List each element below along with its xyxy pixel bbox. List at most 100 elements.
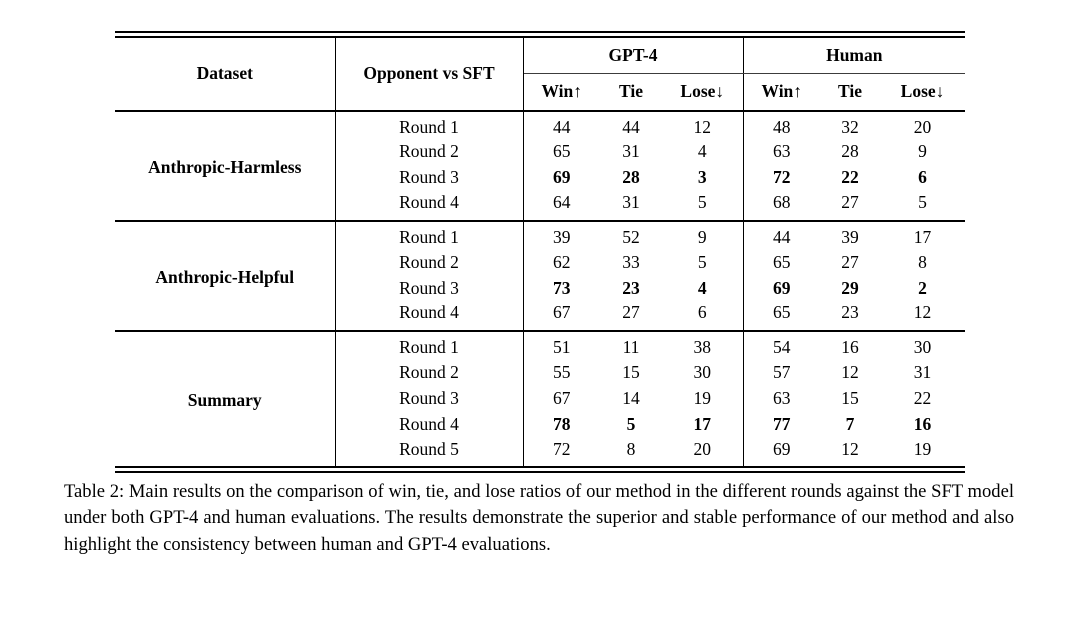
- gpt4-win-value: 67: [553, 302, 571, 323]
- human-win-value: 68: [773, 192, 791, 213]
- round-label: Round 3: [335, 275, 524, 302]
- human-win-value: 57: [773, 361, 791, 382]
- table-section: Summary Round 1 51 11 38 54 16 30 Round 2 55 15 30 5…: [115, 331, 966, 470]
- header-human-lose: Lose↓: [900, 80, 945, 101]
- human-lose-value: 16: [913, 413, 932, 434]
- dataset-label: Anthropic-Helpful: [115, 220, 336, 331]
- human-lose-value: 22: [913, 387, 932, 408]
- header-group-gpt4: GPT-4: [523, 34, 744, 74]
- header-human-win: Win↑: [761, 80, 803, 101]
- table-row: Round 3 69 28 3 72 22 6: [115, 165, 965, 192]
- results-table: Dataset Opponent vs SFT GPT-4 Human Win↑…: [115, 31, 966, 474]
- human-win-value: 69: [773, 277, 791, 298]
- gpt4-lose-value: 17: [662, 411, 744, 438]
- round-label: Round 2: [335, 249, 524, 276]
- table-row: Round 2 65 31 4 63 28 9: [115, 139, 965, 166]
- table-row: Round 3 73 23 4 69 29 2: [115, 275, 965, 302]
- table-section: Anthropic-Harmless Round 1 44 44 12 48 32 20 Rou…: [115, 110, 966, 221]
- gpt4-win-value: 73: [553, 277, 571, 298]
- header-group-row: Dataset Opponent vs SFT GPT-4 Human: [115, 34, 966, 111]
- gpt4-win-value: 39: [553, 226, 571, 247]
- human-tie-value: 28: [841, 141, 859, 162]
- human-win-value: 69: [773, 438, 791, 459]
- header-metric-row: Win↑ Tie Lose↓ Win↑ Tie Lose↓: [115, 73, 965, 111]
- gpt4-win-value: 78: [553, 413, 571, 434]
- human-lose-value: 30: [913, 337, 932, 357]
- gpt4-win-value: 44: [553, 116, 571, 137]
- human-tie-value: 39: [841, 226, 859, 247]
- round-label: Round 3: [335, 385, 524, 412]
- human-lose-value: 17: [913, 226, 932, 247]
- gpt4-lose-value: 5: [662, 191, 744, 221]
- table-row: Round 4 67 27 6 65 23 12: [115, 301, 965, 331]
- human-win-value: 44: [773, 226, 791, 247]
- header-gpt4-lose: Lose↓: [662, 73, 744, 111]
- gpt4-win-value: 62: [553, 251, 571, 272]
- gpt4-lose-value: 9: [662, 220, 744, 250]
- table-row: Round 5 72 8 20 69 12 19: [115, 437, 965, 470]
- gpt4-tie-value: 31: [622, 192, 640, 213]
- human-tie-value: 12: [841, 361, 859, 382]
- human-tie-value: 29: [841, 277, 859, 298]
- header-gpt4-tie: Tie: [619, 80, 643, 101]
- gpt4-tie-value: 28: [622, 167, 640, 188]
- table-section: Anthropic-Helpful Round 1 39 52 9 44 39 17 Round…: [115, 220, 966, 331]
- gpt4-win-value: 55: [553, 361, 571, 382]
- gpt4-tie-value: 14: [622, 387, 640, 408]
- human-tie-value: 27: [841, 251, 859, 272]
- round-label: Round 1: [335, 220, 524, 250]
- table-row: Round 4 78 5 17 77 7 16: [115, 411, 965, 438]
- human-tie-value: 32: [841, 116, 859, 137]
- human-win-value: 63: [773, 141, 791, 162]
- table-row: Anthropic-Harmless Round 1 44 44 12 48 32 20: [115, 110, 965, 221]
- round-label: Round 5: [335, 437, 524, 470]
- dataset-label: Summary: [115, 331, 336, 470]
- table-row: Anthropic-Helpful Round 1 39 52 9 44 39 17: [115, 220, 965, 331]
- header-group-human: Human: [743, 34, 966, 74]
- human-win-value: 65: [773, 251, 791, 272]
- round-label: Round 3: [335, 165, 524, 192]
- gpt4-lose-value: 3: [662, 165, 744, 192]
- human-tie-value: 12: [841, 438, 859, 459]
- table-row: Round 2 62 33 5 65 27 8: [115, 249, 965, 276]
- gpt4-lose-value: 19: [662, 385, 744, 412]
- gpt4-win-value: 51: [553, 337, 571, 357]
- human-tie-value: 27: [841, 192, 859, 213]
- human-lose-value: 31: [913, 361, 932, 382]
- human-lose-value: 19: [913, 438, 932, 459]
- round-label: Round 1: [335, 110, 524, 140]
- table-caption: Table 2: Main results on the comparison …: [64, 481, 1014, 555]
- gpt4-tie-value: 5: [626, 413, 636, 434]
- table-row: Round 2 55 15 30 57 12 31: [115, 359, 965, 386]
- round-label: Round 1: [335, 331, 524, 360]
- gpt4-tie-value: 44: [622, 116, 640, 137]
- results-table-grid: Dataset Opponent vs SFT GPT-4 Human Win↑…: [115, 31, 966, 474]
- human-tie-value: 15: [841, 387, 859, 408]
- human-win-value: 72: [773, 167, 791, 188]
- gpt4-win-value: 69: [553, 167, 571, 188]
- gpt4-lose-value: 4: [662, 275, 744, 302]
- gpt4-tie-value: 52: [622, 226, 640, 247]
- round-label: Round 2: [335, 139, 524, 166]
- round-label: Round 2: [335, 359, 524, 386]
- round-label: Round 4: [335, 191, 524, 221]
- human-win-value: 77: [773, 413, 791, 434]
- human-lose-value: 12: [913, 302, 932, 323]
- gpt4-win-value: 67: [553, 387, 571, 408]
- human-lose-value: 6: [918, 167, 927, 188]
- gpt4-win-value: 72: [553, 438, 571, 459]
- human-tie-value: 7: [845, 413, 855, 434]
- gpt4-lose-value: 6: [662, 301, 744, 331]
- gpt4-tie-value: 11: [622, 337, 640, 357]
- human-lose-value: 8: [918, 251, 927, 272]
- gpt4-tie-value: 27: [622, 302, 640, 323]
- round-label: Round 4: [335, 301, 524, 331]
- gpt4-lose-value: 30: [662, 359, 744, 386]
- gpt4-lose-value: 20: [662, 437, 744, 470]
- gpt4-lose-value: 5: [662, 249, 744, 276]
- gpt4-tie-value: 33: [622, 251, 640, 272]
- gpt4-tie-value: 15: [622, 361, 640, 382]
- header-gpt4-win: Win↑: [541, 80, 583, 101]
- human-win-value: 48: [773, 116, 791, 137]
- human-lose-value: 2: [918, 277, 927, 298]
